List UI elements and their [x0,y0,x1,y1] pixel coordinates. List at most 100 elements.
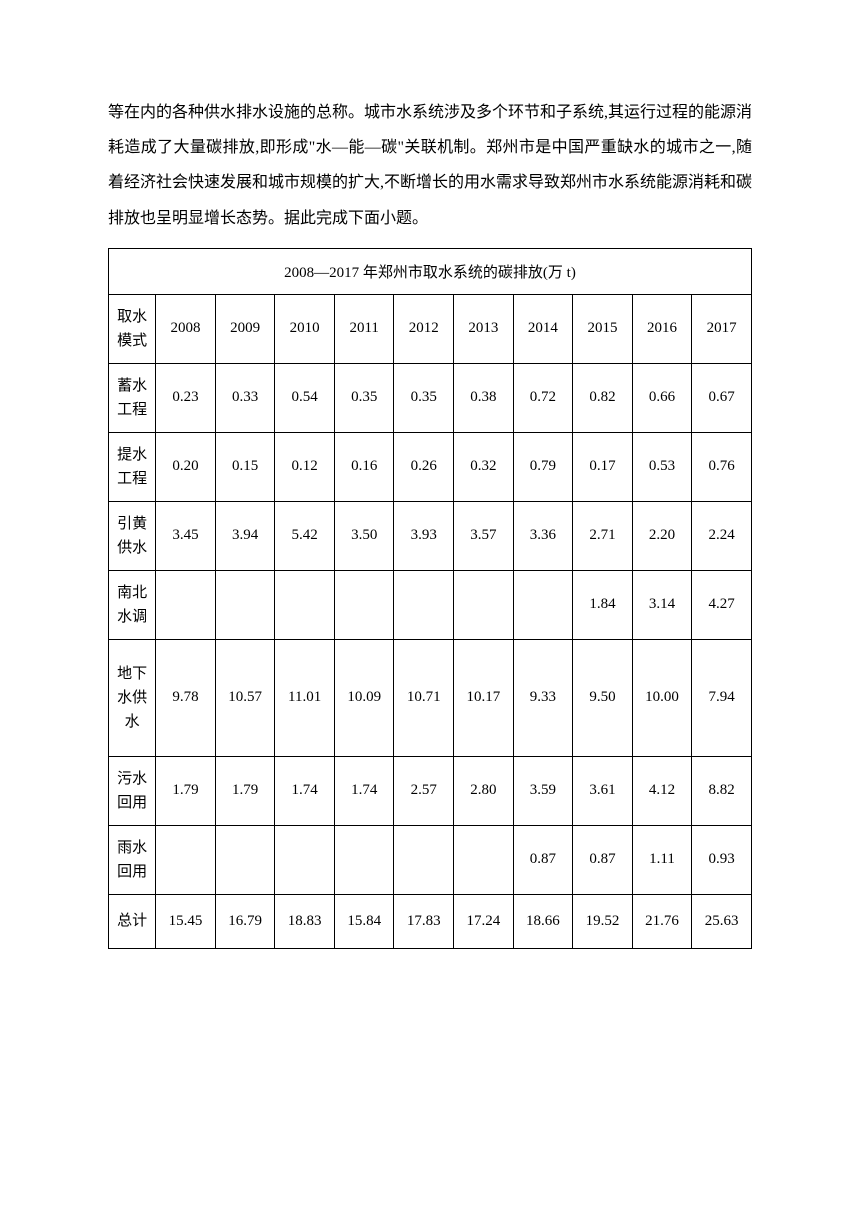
data-cell: 21.76 [632,894,692,948]
data-cell: 8.82 [692,756,752,825]
data-cell: 15.84 [334,894,394,948]
data-cell: 16.79 [215,894,275,948]
table-row: 引黄供水3.453.945.423.503.933.573.362.712.20… [109,501,752,570]
row-label: 南北水调 [109,570,156,639]
table-title: 2008—2017 年郑州市取水系统的碳排放(万 t) [109,248,752,294]
year-header: 2017 [692,294,752,363]
data-cell: 1.79 [215,756,275,825]
data-cell: 0.35 [334,363,394,432]
data-cell: 25.63 [692,894,752,948]
table-row: 南北水调 1.843.144.27 [109,570,752,639]
data-cell: 1.84 [573,570,633,639]
year-header: 2011 [334,294,394,363]
data-cell: 3.59 [513,756,573,825]
table-row: 总计15.4516.7918.8315.8417.8317.2418.6619.… [109,894,752,948]
header-label: 取水模式 [109,294,156,363]
data-cell: 4.12 [632,756,692,825]
year-header: 2013 [454,294,514,363]
row-label: 地下水供水 [109,639,156,756]
data-cell: 0.67 [692,363,752,432]
data-cell: 10.17 [454,639,514,756]
data-cell: 0.20 [156,432,216,501]
table-header-row: 取水模式 2008 2009 2010 2011 2012 2013 2014 … [109,294,752,363]
table-row: 蓄水工程0.230.330.540.350.350.380.720.820.66… [109,363,752,432]
data-cell: 2.71 [573,501,633,570]
data-cell: 0.66 [632,363,692,432]
year-header: 2014 [513,294,573,363]
data-cell: 0.93 [692,825,752,894]
year-header: 2009 [215,294,275,363]
table-row: 雨水回用0.870.871.110.93 [109,825,752,894]
data-cell: 3.94 [215,501,275,570]
data-cell: 17.24 [454,894,514,948]
data-cell: 2.20 [632,501,692,570]
data-cell [394,570,454,639]
data-cell: 11.01 [275,639,335,756]
data-cell: 0.12 [275,432,335,501]
table-row: 污水回用1.791.791.741.742.572.803.593.614.12… [109,756,752,825]
data-cell: 3.50 [334,501,394,570]
data-cell: 1.79 [156,756,216,825]
data-cell: 0.35 [394,363,454,432]
data-cell: 18.83 [275,894,335,948]
data-cell: 3.57 [454,501,514,570]
data-cell: 5.42 [275,501,335,570]
data-cell [334,570,394,639]
row-label: 蓄水工程 [109,363,156,432]
table-row: 地下水供水9.7810.5711.0110.0910.7110.179.339.… [109,639,752,756]
data-cell: 9.78 [156,639,216,756]
data-cell: 15.45 [156,894,216,948]
data-cell: 0.87 [573,825,633,894]
year-header: 2012 [394,294,454,363]
data-cell: 0.23 [156,363,216,432]
data-cell: 0.79 [513,432,573,501]
carbon-emission-table: 2008—2017 年郑州市取水系统的碳排放(万 t) 取水模式 2008 20… [108,248,752,949]
data-cell: 0.33 [215,363,275,432]
data-cell: 1.74 [275,756,335,825]
data-cell: 4.27 [692,570,752,639]
data-cell: 0.76 [692,432,752,501]
intro-paragraph: 等在内的各种供水排水设施的总称。城市水系统涉及多个环节和子系统,其运行过程的能源… [108,95,752,236]
table-row: 提水工程0.200.150.120.160.260.320.790.170.53… [109,432,752,501]
data-cell: 3.36 [513,501,573,570]
row-label: 提水工程 [109,432,156,501]
data-cell [156,825,216,894]
data-cell: 7.94 [692,639,752,756]
row-label: 引黄供水 [109,501,156,570]
data-cell: 0.53 [632,432,692,501]
data-cell: 0.17 [573,432,633,501]
data-cell: 3.45 [156,501,216,570]
data-cell: 10.57 [215,639,275,756]
data-cell [215,570,275,639]
data-cell: 10.09 [334,639,394,756]
data-cell: 0.38 [454,363,514,432]
row-label: 雨水回用 [109,825,156,894]
data-cell: 2.57 [394,756,454,825]
data-cell: 0.15 [215,432,275,501]
data-cell [275,570,335,639]
year-header: 2016 [632,294,692,363]
table-title-row: 2008—2017 年郑州市取水系统的碳排放(万 t) [109,248,752,294]
data-cell: 9.50 [573,639,633,756]
year-header: 2010 [275,294,335,363]
data-cell [334,825,394,894]
data-cell [454,570,514,639]
data-cell: 2.80 [454,756,514,825]
year-header: 2015 [573,294,633,363]
data-cell: 0.72 [513,363,573,432]
data-cell: 3.93 [394,501,454,570]
data-cell: 10.00 [632,639,692,756]
data-cell: 10.71 [394,639,454,756]
data-cell: 0.26 [394,432,454,501]
row-label: 污水回用 [109,756,156,825]
data-cell: 3.14 [632,570,692,639]
data-cell [215,825,275,894]
data-cell: 0.54 [275,363,335,432]
data-cell: 1.11 [632,825,692,894]
data-cell: 0.82 [573,363,633,432]
data-cell: 0.32 [454,432,514,501]
data-cell: 1.74 [334,756,394,825]
data-cell: 2.24 [692,501,752,570]
row-label: 总计 [109,894,156,948]
data-cell [275,825,335,894]
